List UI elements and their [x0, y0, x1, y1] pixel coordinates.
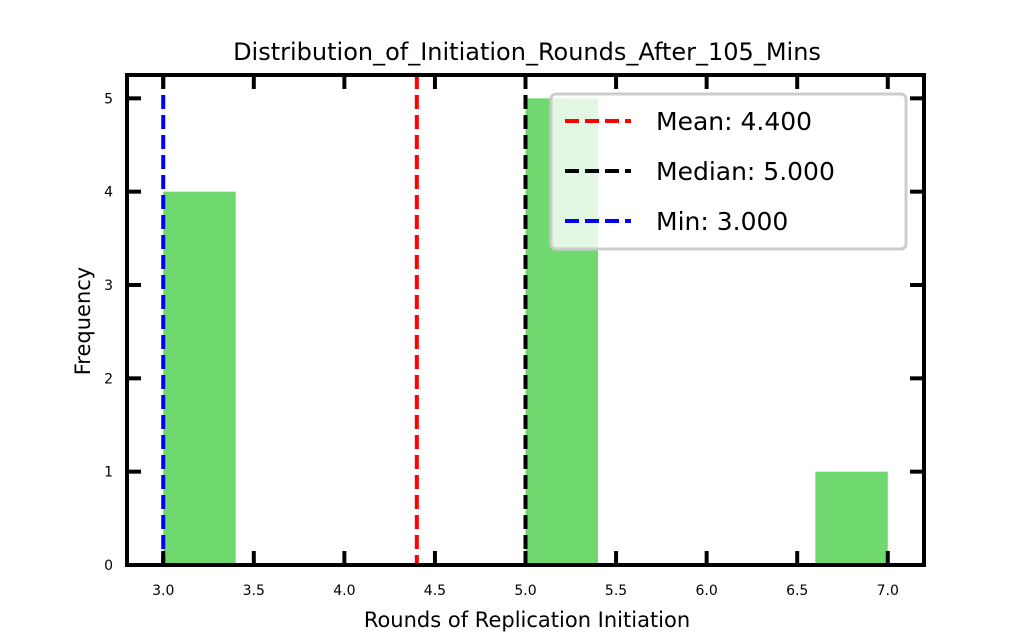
- legend-box: [549, 92, 908, 251]
- x-tick-label-5: 5.5: [605, 583, 627, 599]
- x-axis-label: Rounds of Replication Initiation: [364, 608, 690, 632]
- legend-label-2: Min: 3.000: [656, 207, 788, 236]
- x-tick-label-4: 5.0: [514, 583, 536, 599]
- legend-label-1: Median: 5.000: [656, 157, 835, 186]
- y-tick-label-4: 4: [104, 185, 113, 201]
- legend: Mean: 4.400 Median: 5.000 Min: 3.000: [549, 92, 908, 251]
- y-tick-label-1: 1: [104, 465, 113, 481]
- x-tick-label-7: 6.5: [786, 583, 808, 599]
- y-tick-label-0: 0: [104, 558, 113, 574]
- reference-lines-group: [161, 75, 528, 565]
- x-tick-label-0: 3.0: [152, 583, 174, 599]
- y-tick-label-2: 2: [104, 371, 113, 387]
- x-tick-label-2: 4.0: [333, 583, 355, 599]
- y-axis-label: Frequency: [71, 267, 95, 376]
- x-tick-label-6: 6.0: [696, 583, 718, 599]
- y-tick-label-5: 5: [104, 91, 113, 107]
- ticks-group: 3.0 3.5 4.0 4.5 5.0 5.5 6.0 6.5 7.0 0 1 2 3 4 5: [104, 75, 924, 599]
- histogram-bar-9: [815, 471, 888, 565]
- histogram-bar-0: [163, 191, 236, 565]
- chart-title: Distribution_of_Initiation_Rounds_After_…: [233, 38, 821, 66]
- x-tick-label-1: 3.5: [243, 583, 265, 599]
- x-tick-label-8: 7.0: [877, 583, 899, 599]
- y-tick-label-3: 3: [104, 278, 113, 294]
- legend-label-0: Mean: 4.400: [656, 107, 812, 136]
- x-tick-label-3: 4.5: [424, 583, 446, 599]
